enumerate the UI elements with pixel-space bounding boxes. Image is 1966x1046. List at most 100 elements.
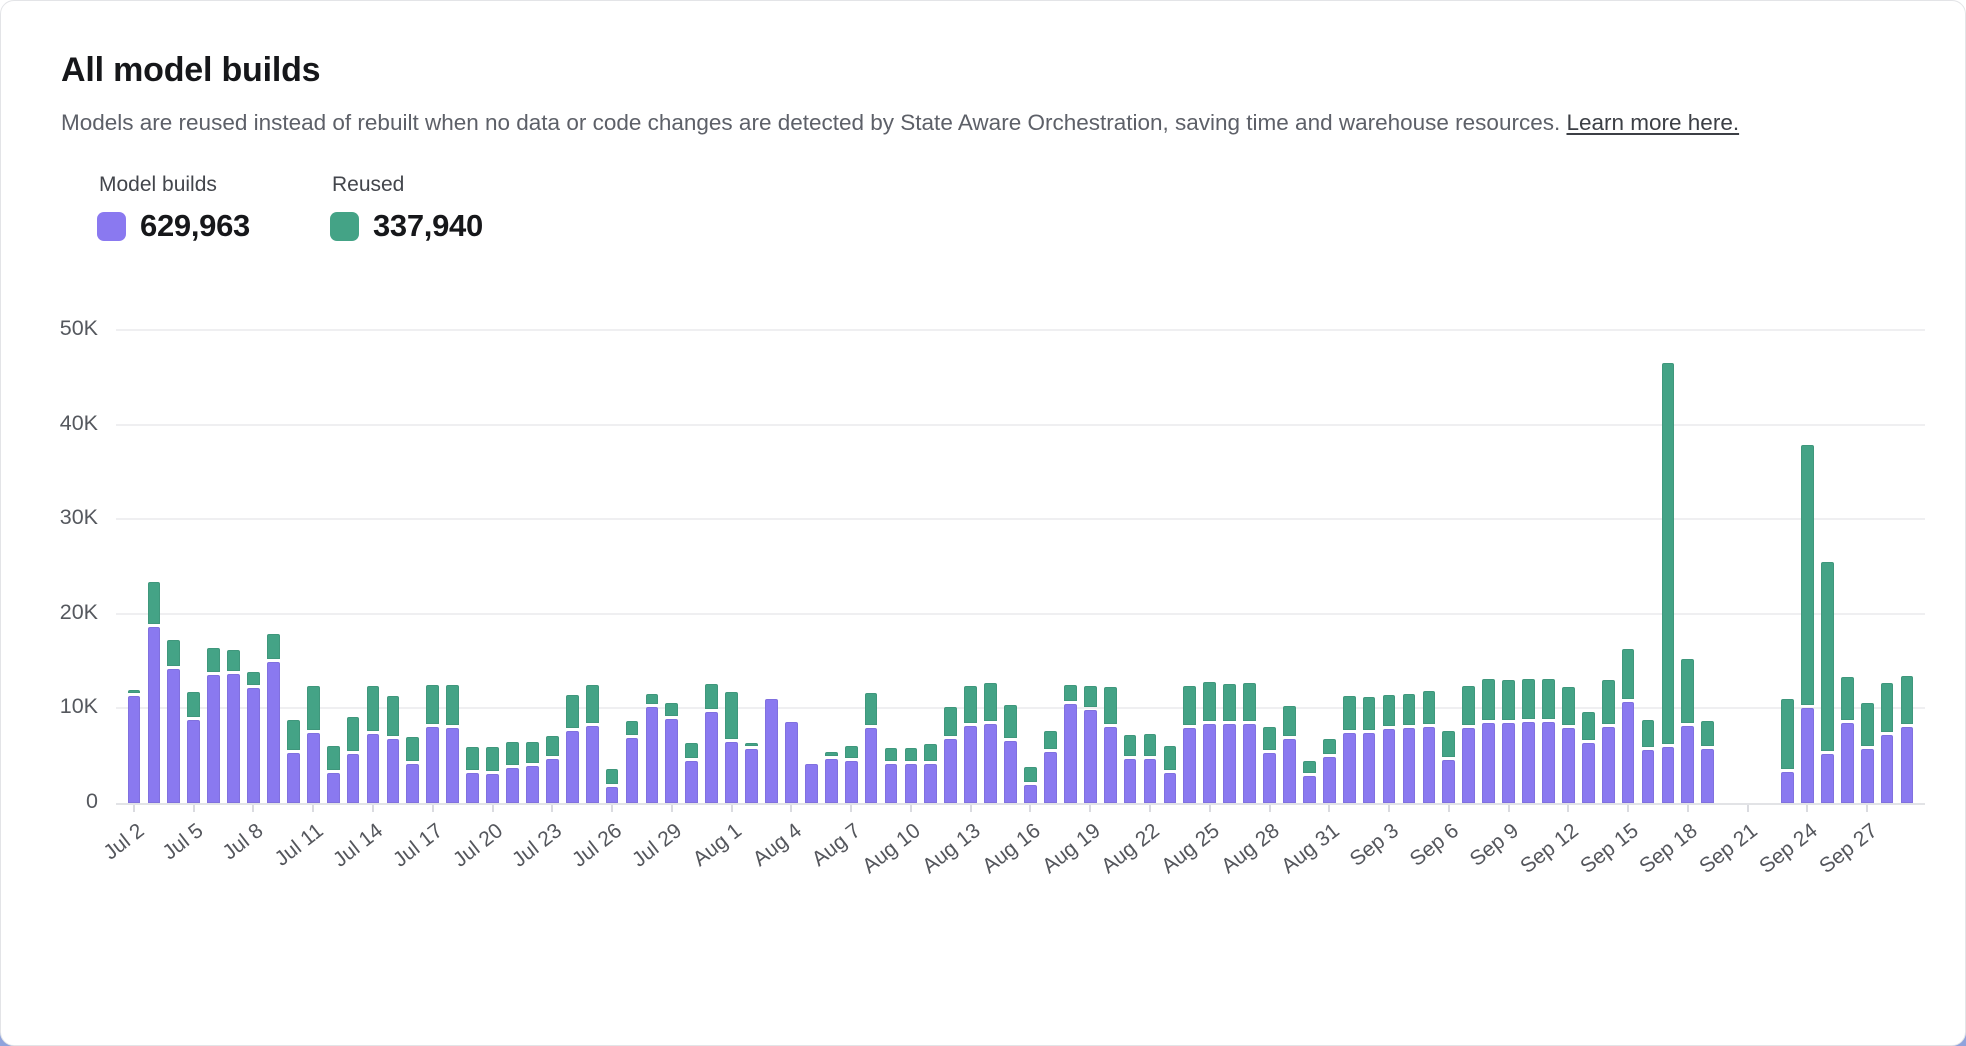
stacked-bar-sep-5[interactable] xyxy=(1422,330,1436,803)
stacked-bar-jul-15[interactable] xyxy=(386,330,400,803)
stacked-bar-jul-3[interactable] xyxy=(147,330,161,803)
stacked-bar-sep-12[interactable] xyxy=(1561,330,1575,803)
stacked-bar-jul-27[interactable] xyxy=(625,330,639,803)
stacked-bar-sep-22[interactable] xyxy=(1761,330,1774,803)
stacked-bar-jul-5[interactable] xyxy=(187,330,201,803)
stacked-bar-jul-31[interactable] xyxy=(705,330,719,803)
stacked-bar-aug-6[interactable] xyxy=(824,330,838,803)
stacked-bar-sep-15[interactable] xyxy=(1621,330,1635,803)
stacked-bar-sep-3[interactable] xyxy=(1382,330,1396,803)
stacked-bar-jul-23[interactable] xyxy=(545,330,559,803)
stacked-bar-jul-8[interactable] xyxy=(247,330,260,803)
stacked-bar-jul-19[interactable] xyxy=(466,330,479,803)
stacked-bar-sep-25[interactable] xyxy=(1820,330,1834,803)
stacked-bar-jul-14[interactable] xyxy=(366,330,380,803)
stacked-bar-aug-24[interactable] xyxy=(1183,330,1197,803)
stacked-bar-sep-17[interactable] xyxy=(1661,330,1675,803)
stacked-bar-jul-18[interactable] xyxy=(446,330,460,803)
bar-slot xyxy=(403,330,423,803)
stacked-bar-jul-6[interactable] xyxy=(207,330,221,803)
stacked-bar-aug-28[interactable] xyxy=(1263,330,1276,803)
stacked-bar-sep-27[interactable] xyxy=(1860,330,1874,803)
stacked-bar-aug-12[interactable] xyxy=(944,330,958,803)
stacked-bar-sep-6[interactable] xyxy=(1442,330,1456,803)
stacked-bar-aug-9[interactable] xyxy=(884,330,898,803)
stacked-bar-jul-21[interactable] xyxy=(506,330,519,803)
stacked-bar-aug-22[interactable] xyxy=(1143,330,1157,803)
stacked-bar-jul-20[interactable] xyxy=(486,330,499,803)
stacked-bar-aug-11[interactable] xyxy=(924,330,938,803)
stacked-bar-aug-4[interactable] xyxy=(785,330,798,803)
stacked-bar-sep-18[interactable] xyxy=(1681,330,1695,803)
stacked-bar-jul-25[interactable] xyxy=(585,330,599,803)
stacked-bar-sep-9[interactable] xyxy=(1502,330,1515,803)
stacked-bar-aug-21[interactable] xyxy=(1123,330,1137,803)
stacked-bar-sep-14[interactable] xyxy=(1601,330,1615,803)
x-axis-label: Sep 3 xyxy=(1345,819,1404,871)
stacked-bar-sep-10[interactable] xyxy=(1522,330,1535,803)
stacked-bar-sep-23[interactable] xyxy=(1781,330,1794,803)
stacked-bar-sep-4[interactable] xyxy=(1402,330,1416,803)
learn-more-link[interactable]: Learn more here. xyxy=(1566,110,1740,135)
stacked-bar-aug-27[interactable] xyxy=(1243,330,1256,803)
stacked-bar-jul-26[interactable] xyxy=(605,330,619,803)
stacked-bar-aug-25[interactable] xyxy=(1203,330,1217,803)
stacked-bar-sep-28[interactable] xyxy=(1880,330,1894,803)
stacked-bar-jul-2[interactable] xyxy=(127,330,141,803)
stacked-bar-sep-16[interactable] xyxy=(1641,330,1655,803)
builds-segment xyxy=(665,718,679,803)
stacked-bar-aug-18[interactable] xyxy=(1063,330,1077,803)
stacked-bar-jul-28[interactable] xyxy=(645,330,659,803)
bar-slot: Jul 26 xyxy=(568,330,626,872)
stacked-bar-aug-19[interactable] xyxy=(1083,330,1097,803)
stacked-bar-aug-3[interactable] xyxy=(765,330,778,803)
stacked-bar-aug-10[interactable] xyxy=(904,330,918,803)
stacked-bar-jul-12[interactable] xyxy=(326,330,340,803)
stacked-bar-aug-31[interactable] xyxy=(1322,330,1336,803)
stacked-bar-jul-30[interactable] xyxy=(685,330,699,803)
stacked-bar-sep-20[interactable] xyxy=(1721,330,1734,803)
stacked-bar-sep-21[interactable] xyxy=(1741,330,1754,803)
stacked-bar-sep-24[interactable] xyxy=(1801,330,1814,803)
stacked-bar-jul-13[interactable] xyxy=(346,330,360,803)
stacked-bar-jul-17[interactable] xyxy=(426,330,440,803)
stacked-bar-jul-10[interactable] xyxy=(286,330,300,803)
stacked-bar-aug-2[interactable] xyxy=(745,330,758,803)
stacked-bar-aug-8[interactable] xyxy=(864,330,878,803)
x-axis-tick xyxy=(252,805,255,812)
reused-segment xyxy=(1103,687,1117,725)
stacked-bar-sep-2[interactable] xyxy=(1362,330,1376,803)
stacked-bar-sep-1[interactable] xyxy=(1342,330,1356,803)
stacked-bar-jul-22[interactable] xyxy=(526,330,539,803)
stacked-bar-aug-7[interactable] xyxy=(844,330,858,803)
stacked-bar-sep-29[interactable] xyxy=(1900,330,1914,803)
gridline xyxy=(116,612,1925,615)
stacked-bar-sep-11[interactable] xyxy=(1542,330,1555,803)
stacked-bar-aug-17[interactable] xyxy=(1043,330,1057,803)
stacked-bar-aug-13[interactable] xyxy=(964,330,978,803)
stacked-bar-jul-11[interactable] xyxy=(306,330,320,803)
stacked-bar-aug-15[interactable] xyxy=(1004,330,1017,803)
stacked-bar-sep-26[interactable] xyxy=(1840,330,1854,803)
stacked-bar-aug-1[interactable] xyxy=(725,330,738,803)
stacked-bar-aug-26[interactable] xyxy=(1223,330,1237,803)
stacked-bar-aug-14[interactable] xyxy=(984,330,997,803)
stacked-bar-aug-23[interactable] xyxy=(1163,330,1177,803)
stacked-bar-jul-24[interactable] xyxy=(565,330,579,803)
bar-slot: Jul 23 xyxy=(508,330,566,872)
stacked-bar-jul-16[interactable] xyxy=(406,330,420,803)
stacked-bar-sep-7[interactable] xyxy=(1462,330,1476,803)
stacked-bar-sep-8[interactable] xyxy=(1482,330,1496,803)
stacked-bar-jul-4[interactable] xyxy=(167,330,181,803)
stacked-bar-sep-13[interactable] xyxy=(1581,330,1595,803)
reused-segment xyxy=(187,692,201,717)
stacked-bar-aug-5[interactable] xyxy=(804,330,818,803)
stacked-bar-aug-30[interactable] xyxy=(1302,330,1316,803)
stacked-bar-sep-19[interactable] xyxy=(1701,330,1715,803)
stacked-bar-jul-29[interactable] xyxy=(665,330,679,803)
stacked-bar-aug-29[interactable] xyxy=(1283,330,1296,803)
stacked-bar-jul-9[interactable] xyxy=(267,330,280,803)
stacked-bar-jul-7[interactable] xyxy=(227,330,240,803)
stacked-bar-aug-16[interactable] xyxy=(1024,330,1037,803)
stacked-bar-aug-20[interactable] xyxy=(1103,330,1117,803)
